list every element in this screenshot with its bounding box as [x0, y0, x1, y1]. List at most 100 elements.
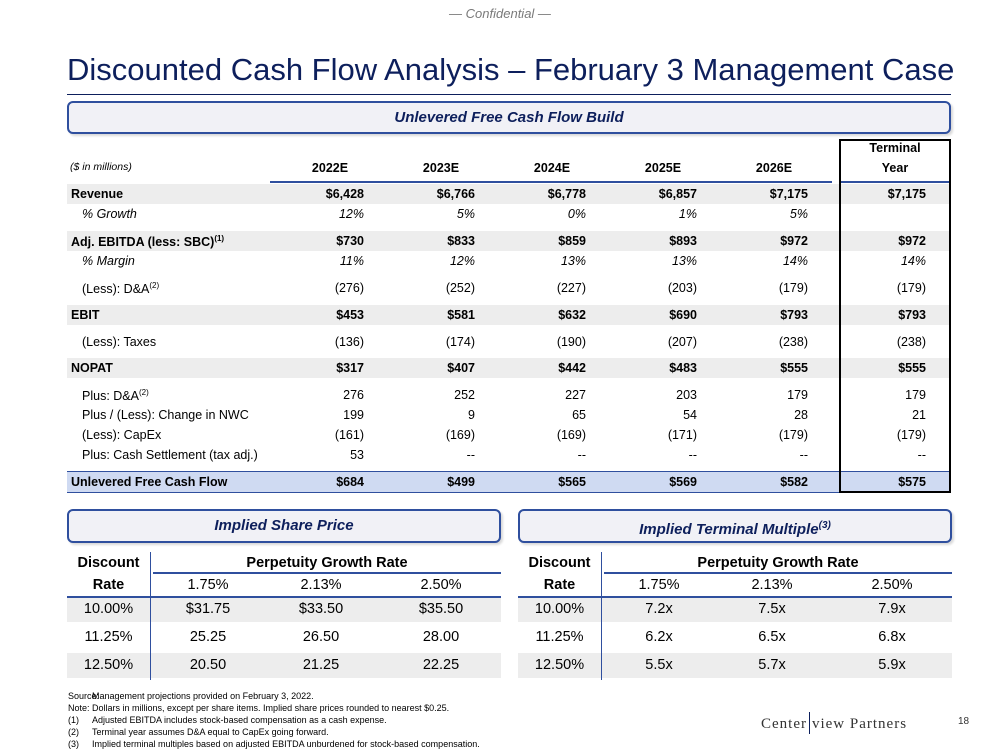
row-label-text: (Less): D&A [82, 282, 150, 297]
table-cell: (207) [667, 335, 697, 349]
sensitivity-cell: 5.7x [758, 657, 786, 673]
row-label-text: Unlevered Free Cash Flow [71, 475, 228, 489]
footnote: (1) Adjusted EBITDA includes stock-based … [68, 714, 548, 726]
terminal-header-1: Terminal [869, 141, 921, 155]
discount-rate: 12.50% [83, 657, 134, 673]
row-label: % Growth [82, 207, 137, 221]
ufcf-banner: Unlevered Free Cash Flow Build [67, 101, 951, 134]
row-label: NOPAT [71, 361, 113, 375]
table-cell: $565 [558, 475, 586, 489]
row-label-text: % Growth [82, 207, 137, 221]
table-cell: $6,428 [325, 187, 364, 201]
table-cell: 11% [339, 254, 364, 268]
year-header: 2022E [311, 161, 349, 175]
sensitivity-cell: 7.5x [758, 601, 786, 617]
terminal-multiple-banner-label: Implied Terminal Multiple [639, 521, 819, 538]
table-cell: $581 [447, 308, 475, 322]
growth-group-header: Perpetuity Growth Rate [246, 555, 408, 571]
sensitivity-row-shade [518, 597, 952, 622]
sensitivity-cell: 26.50 [302, 629, 340, 645]
footnotes: Source: Management projections provided o… [68, 690, 548, 750]
table-cell: (238) [778, 335, 808, 349]
table-cell: (174) [445, 335, 475, 349]
table-cell: 65 [572, 408, 586, 422]
sensitivity-header-rule [518, 596, 952, 598]
sensitivity-row-shade [518, 653, 952, 678]
terminal-year-box [839, 139, 951, 493]
growth-rate-header: 1.75% [638, 577, 680, 593]
footnote-key: (2) [68, 727, 79, 737]
row-label: % Margin [82, 254, 135, 268]
year-header: 2026E [755, 161, 793, 175]
footnote: (2) Terminal year assumes D&A equal to Ca… [68, 726, 548, 738]
table-cell: (169) [445, 428, 475, 442]
table-cell: $442 [558, 361, 586, 375]
sensitivity-cell: 7.2x [645, 601, 673, 617]
table-cell: $555 [780, 361, 808, 375]
ufcf-banner-label: Unlevered Free Cash Flow Build [394, 109, 624, 126]
table-cell: $317 [336, 361, 364, 375]
terminal-multiple-banner-note: (3) [818, 520, 831, 531]
sensitivity-cell: $35.50 [418, 601, 464, 617]
table-cell: 28 [794, 408, 808, 422]
year-header: 2024E [533, 161, 571, 175]
terminal-cell: $972 [898, 234, 926, 248]
table-cell: 53 [350, 448, 364, 462]
discount-rate: 10.00% [83, 601, 134, 617]
sensitivity-cell: 20.50 [189, 657, 227, 673]
terminal-cell: (179) [896, 428, 926, 442]
table-cell: $730 [336, 234, 364, 248]
row-label: Plus / (Less): Change in NWC [82, 408, 249, 422]
year-header: 2025E [644, 161, 682, 175]
table-cell: (203) [667, 281, 697, 295]
terminal-cell: $575 [898, 475, 926, 489]
table-cell: 252 [454, 388, 475, 402]
terminal-cell: 179 [905, 388, 926, 402]
table-cell: 13% [560, 254, 586, 268]
year-header-rule [270, 181, 832, 183]
table-cell: (179) [778, 428, 808, 442]
row-label: Revenue [71, 187, 123, 201]
logo-left: Center [761, 716, 807, 732]
terminal-cell: (238) [896, 335, 926, 349]
row-label-text: Plus: Cash Settlement (tax adj.) [82, 448, 258, 462]
discount-header-2: Rate [543, 577, 576, 593]
table-cell: (179) [778, 281, 808, 295]
discount-header-2: Rate [92, 577, 125, 593]
sensitivity-cell: 6.2x [645, 629, 673, 645]
table-cell: $972 [780, 234, 808, 248]
discount-rate: 11.25% [535, 629, 584, 645]
row-label-text: Adj. EBITDA (less: SBC) [71, 235, 215, 250]
table-cell: 179 [787, 388, 808, 402]
table-cell: (171) [667, 428, 697, 442]
row-label-text: (Less): CapEx [82, 428, 162, 442]
terminal-cell: $555 [898, 361, 926, 375]
terminal-header-2: Year [881, 161, 909, 175]
table-cell: $793 [780, 308, 808, 322]
row-label: (Less): CapEx [82, 428, 161, 442]
sensitivity-cell: 5.9x [878, 657, 906, 673]
row-label-note: (2) [138, 388, 149, 397]
title-rule [67, 94, 951, 95]
footnote-text: Dollars in millions, except per share it… [92, 703, 450, 713]
table-cell: $6,766 [436, 187, 475, 201]
footnote-key: Source: [68, 691, 100, 701]
table-cell: $6,857 [658, 187, 697, 201]
terminal-cell: 21 [912, 408, 926, 422]
table-cell: 1% [678, 207, 697, 221]
table-cell: $833 [447, 234, 475, 248]
table-cell: $582 [780, 475, 808, 489]
units-label: ($ in millions) [70, 161, 132, 173]
row-label: EBIT [71, 308, 99, 322]
footnote: Source: Management projections provided o… [68, 690, 548, 702]
row-label: Plus: Cash Settlement (tax adj.) [82, 448, 258, 462]
row-label: (Less): D&A(2) [82, 281, 159, 296]
discount-rate: 11.25% [84, 629, 133, 645]
row-label-text: (Less): Taxes [82, 335, 157, 349]
sensitivity-cell: 25.25 [189, 629, 227, 645]
footnote-key: (1) [68, 715, 79, 725]
sensitivity-divider [601, 552, 602, 680]
page-number: 18 [958, 716, 970, 727]
table-cell: (136) [334, 335, 364, 349]
table-cell: 12% [338, 207, 364, 221]
